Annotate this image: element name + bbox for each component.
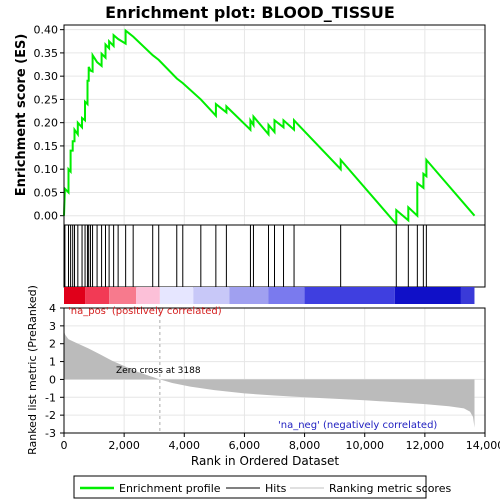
es-y-tick-label: 0.25	[34, 93, 59, 106]
metric-y-tick-label: 2	[49, 338, 56, 351]
x-tick-label: 4,000	[169, 439, 201, 452]
color-bar-segment	[394, 287, 461, 304]
color-bar-segment	[136, 287, 160, 304]
color-bar-segment	[109, 287, 137, 304]
es-y-tick-label: 0.10	[34, 163, 59, 176]
x-tick-label: 0	[61, 439, 68, 452]
x-tick-label: 12,000	[406, 439, 445, 452]
metric-y-tick-label: 1	[49, 356, 56, 369]
x-tick-label: 14,000	[466, 439, 500, 452]
x-tick-label: 2,000	[108, 439, 140, 452]
es-y-tick-label: 0.35	[34, 47, 59, 60]
es-y-tick-label: 0.30	[34, 70, 59, 83]
es-y-tick-label: 0.05	[34, 186, 59, 199]
metric-y-tick-label: 0	[49, 373, 56, 386]
metric-frame	[63, 307, 486, 434]
ranked-metric-panel: -3 -2 -1 0 1 2 3 4 0 2,000 4,000 6,000 8,000 10,000 12…	[45, 302, 500, 452]
color-bar-segment	[85, 287, 110, 304]
color-bar-segment	[460, 287, 475, 304]
enrichment-score-panel: 0.00 0.05 0.10 0.15 0.20 0.25 0.30 0.35 0.40	[34, 24, 486, 227]
color-bar-segment	[268, 287, 305, 304]
legend-label-hits: Hits	[265, 482, 287, 495]
legend-label-ranking-metric: Ranking metric scores	[329, 482, 451, 495]
es-y-tick-label: 0.40	[34, 24, 59, 37]
legend: Enrichment profile Hits Ranking metric s…	[73, 475, 451, 499]
metric-y-axis-label: Ranked list metric (PreRanked)	[26, 285, 39, 455]
enrichment-profile-line	[63, 28, 476, 227]
color-bar-segment	[193, 287, 230, 304]
x-tick-label: 8,000	[289, 439, 321, 452]
ranking-metric-area	[64, 331, 475, 428]
x-tick-label: 10,000	[345, 439, 384, 452]
color-bar-segment	[304, 287, 395, 304]
metric-y-tick-label: 4	[49, 302, 56, 315]
x-axis-label: Rank in Ordered Dataset	[191, 454, 339, 468]
metric-y-tick-label: -1	[45, 391, 56, 404]
color-bar-segment	[159, 287, 194, 304]
zero-cross-label: Zero cross at 3188	[116, 366, 201, 376]
es-y-tick-label: 0.20	[34, 117, 59, 130]
metric-y-tick-label: 3	[49, 320, 56, 333]
x-tick-label: 6,000	[229, 439, 261, 452]
chart-title: Enrichment plot: BLOOD_TISSUE	[105, 3, 395, 22]
hits-panel	[63, 224, 486, 288]
es-y-axis-label: Enrichment score (ES)	[14, 34, 29, 197]
metric-y-tick-label: -3	[45, 427, 56, 440]
neg-correlated-label: 'na_neg' (negatively correlated)	[278, 420, 437, 431]
metric-y-tick-label: -2	[45, 409, 56, 422]
ranking-color-bar	[64, 287, 475, 304]
es-y-tick-label: 0.00	[34, 210, 59, 223]
color-bar-segment	[64, 287, 86, 304]
es-y-tick-label: 0.15	[34, 140, 59, 153]
color-bar-segment	[229, 287, 269, 304]
pos-correlated-label: 'na_pos' (positively correlated)	[68, 306, 222, 317]
legend-label-enrichment-profile: Enrichment profile	[119, 482, 221, 495]
